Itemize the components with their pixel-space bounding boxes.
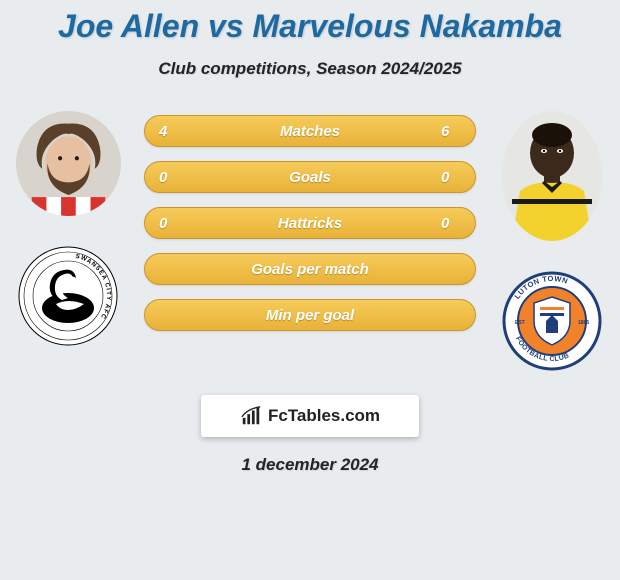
stat-left-value: 0 bbox=[159, 169, 179, 186]
stat-label: Matches bbox=[280, 123, 340, 140]
watermark-badge: FcTables.com bbox=[201, 395, 419, 437]
stat-label: Goals per match bbox=[251, 261, 369, 278]
stat-row-matches: 4 Matches 6 bbox=[144, 115, 476, 147]
stat-label: Goals bbox=[289, 169, 331, 186]
player2-photo bbox=[502, 111, 602, 241]
title-player2: Marvelous Nakamba bbox=[252, 8, 561, 44]
stat-right-value: 0 bbox=[441, 169, 461, 186]
stat-right-value: 6 bbox=[441, 123, 461, 140]
player1-avatar-icon bbox=[16, 111, 121, 216]
right-column: LUTON TOWN FOOTBALL CLUB EST 1885 bbox=[492, 111, 612, 371]
svg-text:1885: 1885 bbox=[578, 320, 589, 326]
chart-icon bbox=[240, 405, 262, 427]
stat-row-mpg: Min per goal bbox=[144, 299, 476, 331]
left-column: SWANSEA CITY AFC bbox=[8, 111, 128, 346]
stat-row-hattricks: 0 Hattricks 0 bbox=[144, 207, 476, 239]
stat-left-value: 0 bbox=[159, 215, 179, 232]
subtitle: Club competitions, Season 2024/2025 bbox=[0, 59, 620, 79]
club2-logo: LUTON TOWN FOOTBALL CLUB EST 1885 bbox=[502, 271, 602, 371]
player2-avatar-icon bbox=[502, 111, 602, 241]
luton-logo-icon: LUTON TOWN FOOTBALL CLUB EST 1885 bbox=[502, 271, 602, 371]
stat-row-goals: 0 Goals 0 bbox=[144, 161, 476, 193]
title-player1: Joe Allen bbox=[58, 8, 199, 44]
stat-row-gpm: Goals per match bbox=[144, 253, 476, 285]
svg-text:EST: EST bbox=[515, 320, 525, 326]
player1-photo bbox=[16, 111, 121, 216]
stat-label: Min per goal bbox=[266, 307, 354, 324]
page-title: Joe Allen vs Marvelous Nakamba bbox=[0, 0, 620, 45]
main-row: SWANSEA CITY AFC 4 Matches 6 0 Goals bbox=[0, 111, 620, 371]
club1-logo: SWANSEA CITY AFC bbox=[18, 246, 118, 346]
stat-right-value: 0 bbox=[441, 215, 461, 232]
watermark-text: FcTables.com bbox=[268, 406, 380, 426]
stats-column: 4 Matches 6 0 Goals 0 0 Hattricks 0 Goal… bbox=[128, 115, 492, 331]
swansea-logo-icon: SWANSEA CITY AFC bbox=[18, 246, 118, 346]
stat-left-value: 4 bbox=[159, 123, 179, 140]
comparison-card: Joe Allen vs Marvelous Nakamba Club comp… bbox=[0, 0, 620, 580]
stat-label: Hattricks bbox=[278, 215, 342, 232]
date-text: 1 december 2024 bbox=[0, 455, 620, 475]
title-vs: vs bbox=[199, 8, 252, 44]
